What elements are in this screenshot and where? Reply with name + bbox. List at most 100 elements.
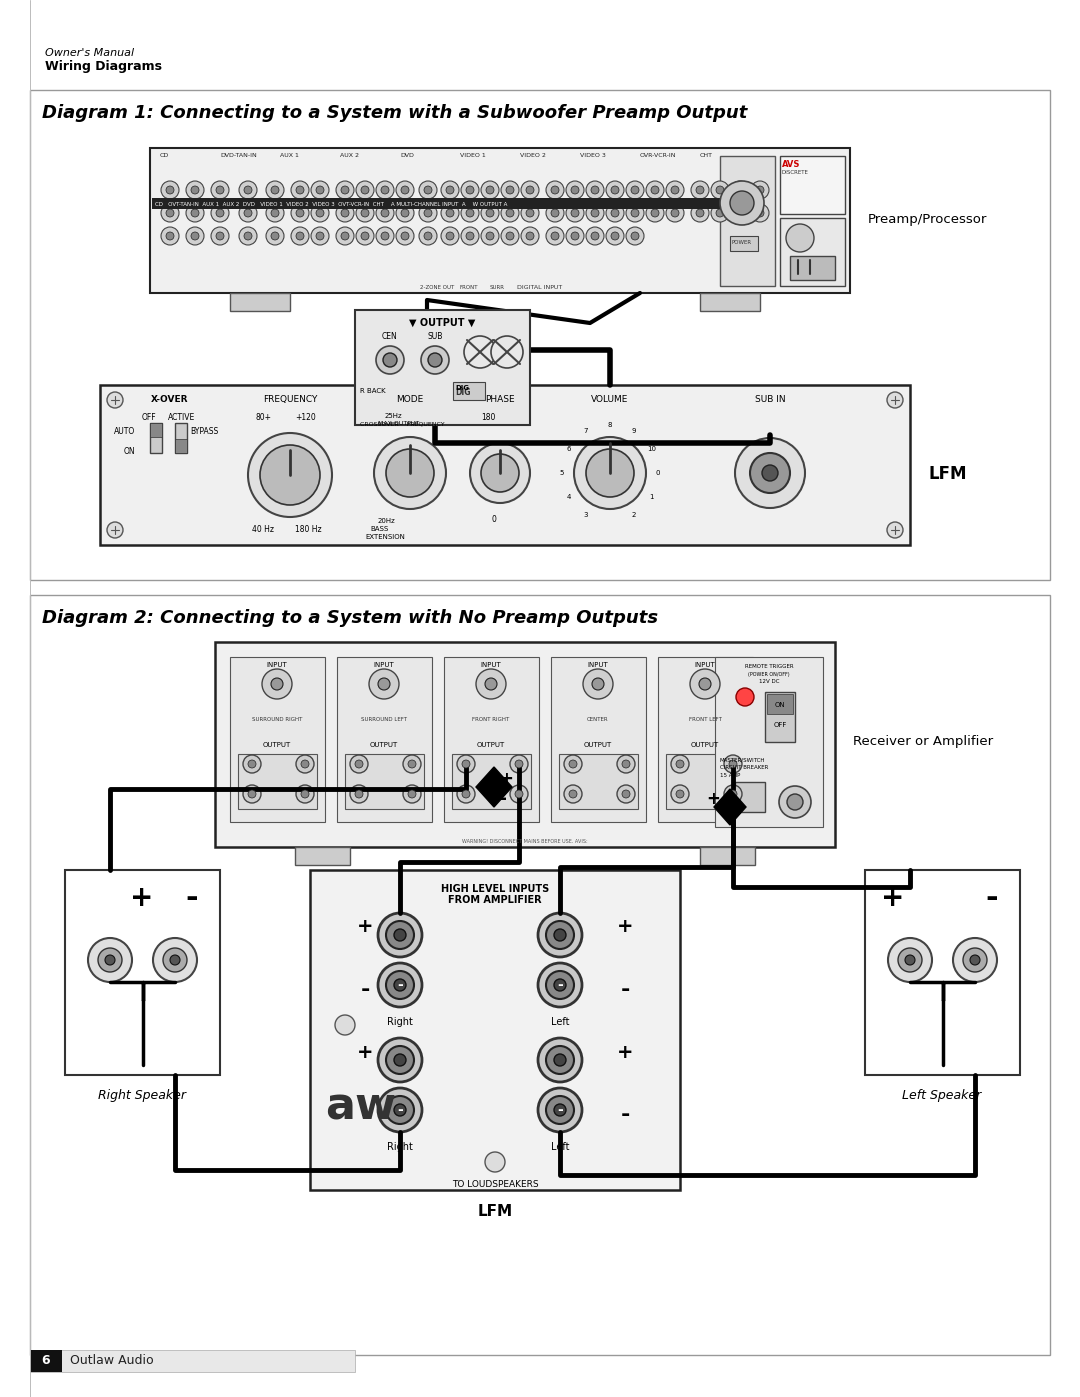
Circle shape	[107, 522, 123, 538]
Circle shape	[248, 760, 256, 768]
Circle shape	[441, 204, 459, 222]
Circle shape	[105, 956, 114, 965]
Circle shape	[361, 232, 369, 240]
Circle shape	[526, 186, 534, 194]
Bar	[238, 754, 318, 809]
Circle shape	[341, 232, 349, 240]
Circle shape	[376, 182, 394, 198]
Text: +: +	[881, 884, 905, 912]
Circle shape	[301, 789, 309, 798]
Circle shape	[622, 789, 630, 798]
Text: SUB: SUB	[428, 332, 443, 341]
Bar	[780, 156, 845, 214]
Circle shape	[750, 453, 789, 493]
Circle shape	[465, 210, 474, 217]
Circle shape	[170, 956, 180, 965]
Circle shape	[248, 433, 332, 517]
Circle shape	[396, 226, 414, 244]
Circle shape	[262, 669, 292, 698]
Text: OUTPUT: OUTPUT	[691, 742, 719, 747]
Circle shape	[970, 956, 980, 965]
Text: -: -	[361, 1105, 369, 1125]
Circle shape	[211, 182, 229, 198]
Bar	[215, 643, 835, 847]
Circle shape	[711, 204, 729, 222]
Circle shape	[546, 971, 573, 999]
Text: X-OVER: X-OVER	[151, 395, 189, 404]
Text: Diagram 1: Connecting to a System with a Subwoofer Preamp Output: Diagram 1: Connecting to a System with a…	[42, 103, 747, 122]
Text: DVD-TAN-IN: DVD-TAN-IN	[220, 154, 257, 158]
Circle shape	[271, 232, 279, 240]
Circle shape	[441, 182, 459, 198]
Circle shape	[756, 210, 764, 217]
Circle shape	[546, 1097, 573, 1125]
Circle shape	[161, 226, 179, 244]
Text: VIDEO 2: VIDEO 2	[519, 154, 545, 158]
Text: -: -	[499, 789, 507, 809]
Text: 6: 6	[566, 446, 570, 453]
Circle shape	[571, 232, 579, 240]
Circle shape	[446, 232, 454, 240]
Circle shape	[291, 182, 309, 198]
Circle shape	[586, 226, 604, 244]
Circle shape	[724, 754, 742, 773]
Text: -: -	[557, 1104, 563, 1118]
Circle shape	[376, 204, 394, 222]
Text: +: +	[706, 789, 720, 807]
Text: MAX OUTPUT: MAX OUTPUT	[378, 420, 419, 426]
Text: DIG: DIG	[455, 388, 471, 397]
Circle shape	[401, 232, 409, 240]
Circle shape	[626, 182, 644, 198]
Circle shape	[521, 204, 539, 222]
Circle shape	[696, 186, 704, 194]
Circle shape	[586, 204, 604, 222]
Text: AUTO: AUTO	[113, 427, 135, 436]
Circle shape	[751, 204, 769, 222]
Bar	[658, 657, 753, 821]
Circle shape	[606, 204, 624, 222]
Circle shape	[611, 210, 619, 217]
Circle shape	[465, 186, 474, 194]
Circle shape	[611, 186, 619, 194]
Circle shape	[538, 1088, 582, 1132]
Circle shape	[396, 182, 414, 198]
Circle shape	[676, 760, 684, 768]
Circle shape	[481, 204, 499, 222]
Circle shape	[583, 669, 613, 698]
Circle shape	[403, 754, 421, 773]
Bar	[666, 754, 745, 809]
Circle shape	[691, 204, 708, 222]
Circle shape	[361, 210, 369, 217]
Text: OVR-VCR-IN: OVR-VCR-IN	[640, 154, 676, 158]
Circle shape	[551, 210, 559, 217]
Circle shape	[316, 210, 324, 217]
Circle shape	[887, 522, 903, 538]
Circle shape	[756, 186, 764, 194]
Circle shape	[462, 760, 470, 768]
Circle shape	[401, 210, 409, 217]
Text: BASS: BASS	[370, 527, 388, 532]
Circle shape	[521, 226, 539, 244]
Text: +: +	[617, 1042, 633, 1062]
Circle shape	[211, 204, 229, 222]
Circle shape	[666, 182, 684, 198]
Circle shape	[243, 754, 261, 773]
Circle shape	[735, 439, 805, 509]
Circle shape	[486, 232, 494, 240]
Circle shape	[526, 210, 534, 217]
Circle shape	[666, 204, 684, 222]
Text: -: -	[620, 1105, 630, 1125]
Circle shape	[481, 226, 499, 244]
Circle shape	[271, 678, 283, 690]
Circle shape	[787, 793, 804, 810]
Bar	[559, 754, 638, 809]
Text: Right: Right	[387, 1017, 413, 1027]
Text: CHT: CHT	[700, 154, 713, 158]
Circle shape	[617, 754, 635, 773]
Circle shape	[671, 754, 689, 773]
Circle shape	[441, 226, 459, 244]
Circle shape	[381, 186, 389, 194]
Text: FROM AMPLIFIER: FROM AMPLIFIER	[448, 895, 542, 905]
Circle shape	[735, 186, 744, 194]
Text: 180: 180	[481, 414, 496, 422]
